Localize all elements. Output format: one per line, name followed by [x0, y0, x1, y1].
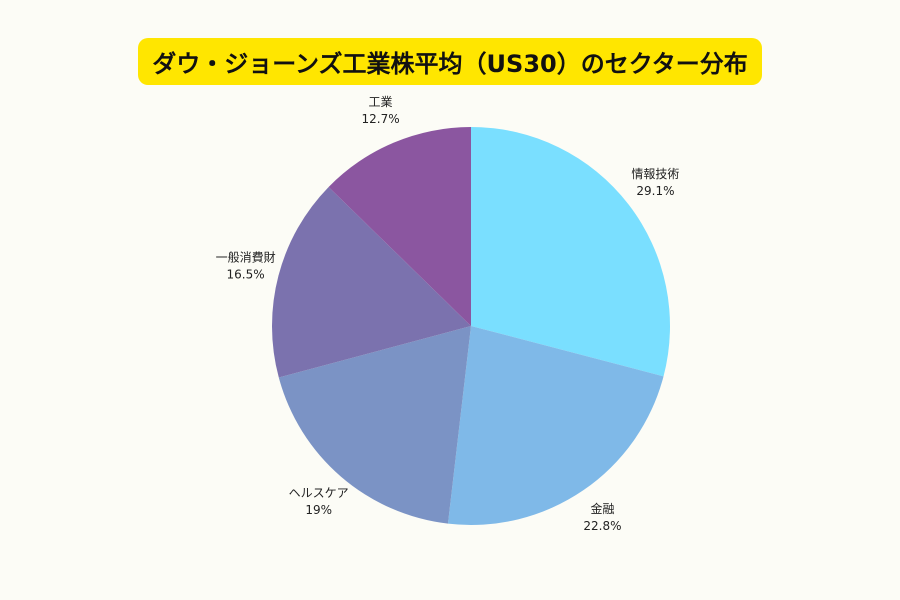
chart-title: ダウ・ジョーンズ工業株平均（US30）のセクター分布	[138, 38, 762, 85]
value-label: 22.8%	[583, 519, 621, 533]
slice-label: 工業	[369, 95, 393, 109]
title-wrap: ダウ・ジョーンズ工業株平均（US30）のセクター分布	[0, 38, 900, 85]
pie-slice	[471, 127, 670, 377]
value-label: 29.1%	[636, 184, 674, 198]
slice-label: 金融	[590, 501, 614, 516]
slice-label: ヘルスケア	[289, 486, 349, 500]
value-label: 16.5%	[227, 268, 265, 282]
slice-label: 情報技術	[631, 167, 679, 181]
value-label: 19%	[305, 503, 332, 517]
value-label: 12.7%	[362, 112, 400, 126]
slice-label: 一般消費財	[216, 250, 276, 265]
pie-slice	[272, 186, 471, 378]
pie-slice	[328, 127, 471, 326]
pie-slice	[278, 326, 471, 524]
pie-slice	[447, 326, 664, 525]
